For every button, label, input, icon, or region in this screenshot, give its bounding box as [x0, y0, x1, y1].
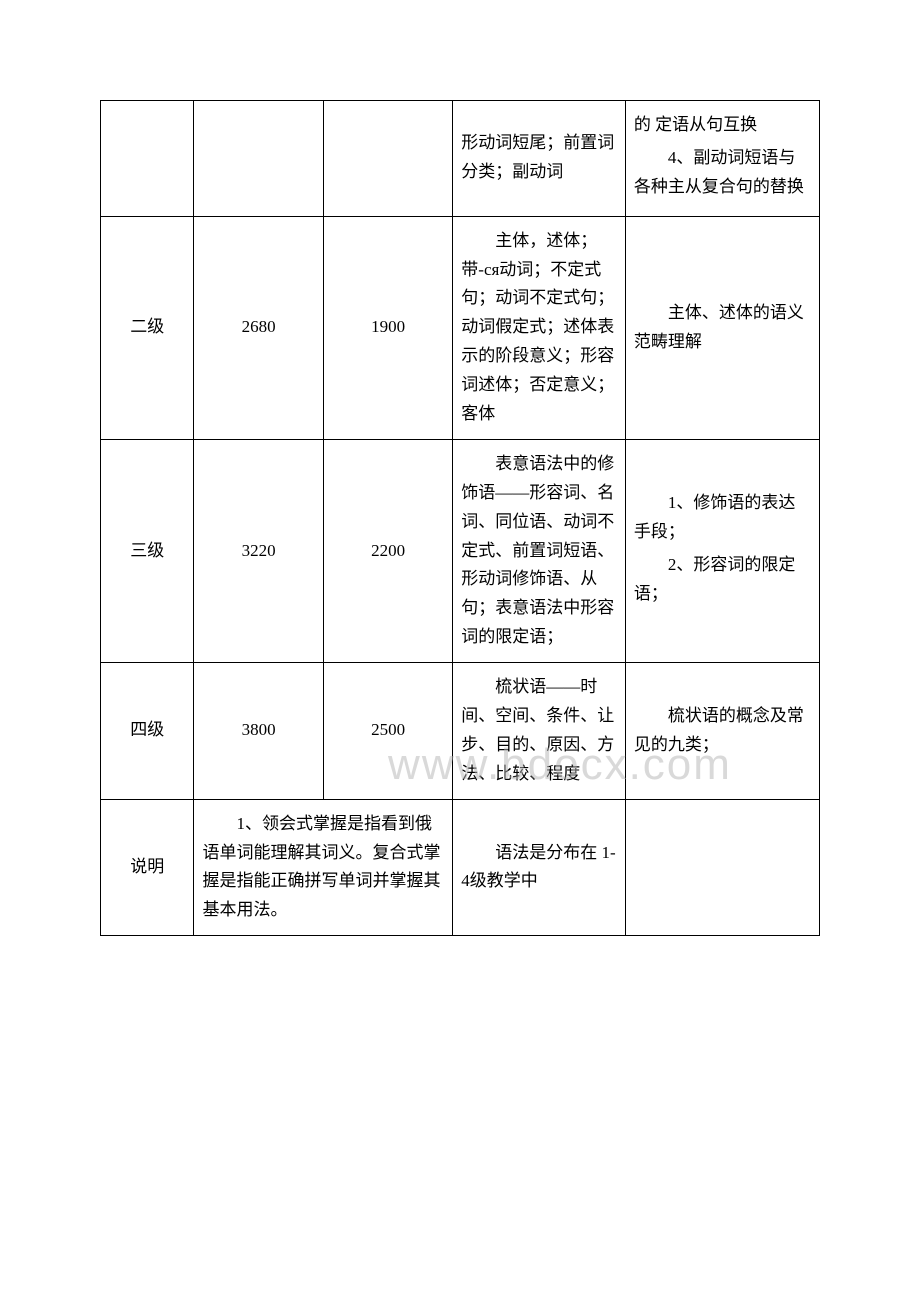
cell-num1: 3800	[194, 663, 323, 800]
note-part: 4、副动词短语与各种主从复合句的替换	[634, 144, 811, 202]
note-part: 2、形容词的限定语；	[634, 551, 811, 609]
cell-grammar: 主体，述体；带-ся动词；不定式句；动词不定式句；动词假定式；述体表示的阶段意义…	[453, 216, 626, 439]
cell-grammar: 表意语法中的修饰语——形容词、名词、同位语、动词不定式、前置词短语、形动词修饰语…	[453, 439, 626, 662]
cell-num1: 2680	[194, 216, 323, 439]
cell-level: 二级	[101, 216, 194, 439]
cell-num2: 2200	[323, 439, 452, 662]
table-row: 四级 3800 2500 梳状语——时间、空间、条件、让步、目的、原因、方法、比…	[101, 663, 820, 800]
note-part: 的 定语从句互换	[634, 111, 811, 140]
cell-grammar: 语法是分布在 1-4级教学中	[453, 799, 626, 936]
cell-level: 四级	[101, 663, 194, 800]
cell-level: 说明	[101, 799, 194, 936]
table-row: 三级 3220 2200 表意语法中的修饰语——形容词、名词、同位语、动词不定式…	[101, 439, 820, 662]
cell-num1: 3220	[194, 439, 323, 662]
cell-grammar: 形动词短尾；前置词分类；副动词	[453, 101, 626, 217]
grammar-table: 形动词短尾；前置词分类；副动词 的 定语从句互换 4、副动词短语与各种主从复合句…	[100, 100, 820, 936]
cell-num2: 2500	[323, 663, 452, 800]
table-row: 二级 2680 1900 主体，述体；带-ся动词；不定式句；动词不定式句；动词…	[101, 216, 820, 439]
table-row: 说明 1、领会式掌握是指看到俄语单词能理解其词义。复合式掌握是指能正确拼写单词并…	[101, 799, 820, 936]
cell-notes: 的 定语从句互换 4、副动词短语与各种主从复合句的替换	[625, 101, 819, 217]
cell-notes: 主体、述体的语义范畴理解	[625, 216, 819, 439]
cell-level	[101, 101, 194, 217]
note-part: 1、修饰语的表达手段；	[634, 489, 811, 547]
cell-num1	[194, 101, 323, 217]
cell-grammar: 梳状语——时间、空间、条件、让步、目的、原因、方法、比较、程度	[453, 663, 626, 800]
cell-notes: 梳状语的概念及常见的九类；	[625, 663, 819, 800]
cell-level: 三级	[101, 439, 194, 662]
cell-notes: 1、修饰语的表达手段； 2、形容词的限定语；	[625, 439, 819, 662]
cell-explanation: 1、领会式掌握是指看到俄语单词能理解其词义。复合式掌握是指能正确拼写单词并掌握其…	[194, 799, 453, 936]
cell-num2: 1900	[323, 216, 452, 439]
table-row: 形动词短尾；前置词分类；副动词 的 定语从句互换 4、副动词短语与各种主从复合句…	[101, 101, 820, 217]
cell-notes	[625, 799, 819, 936]
cell-num2	[323, 101, 452, 217]
